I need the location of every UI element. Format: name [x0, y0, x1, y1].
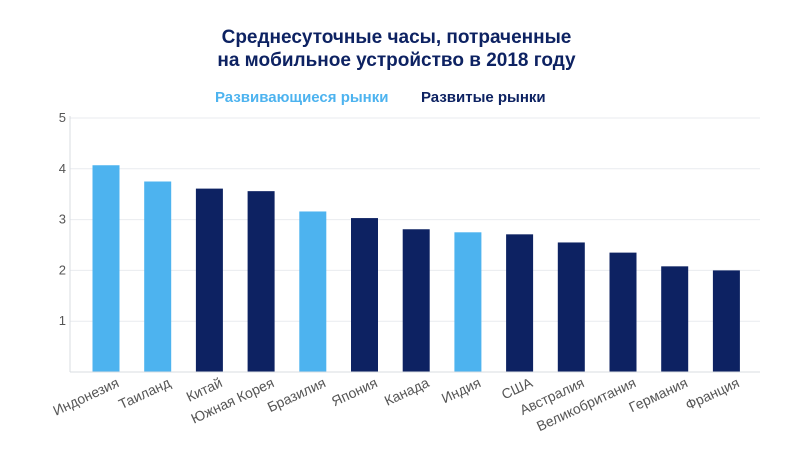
bar-2	[144, 181, 172, 372]
x-tick-label: Канада	[382, 374, 432, 409]
bar-13	[712, 270, 740, 372]
bar-1	[92, 165, 120, 372]
bar-4	[247, 191, 275, 372]
bar-5	[299, 211, 327, 372]
chart-title-line-2: на мобильное устройство в 2018 году	[217, 50, 576, 71]
y-tick-label: 4	[59, 161, 66, 176]
bar-7	[402, 229, 430, 372]
bar-6	[351, 218, 378, 372]
y-axis: 1 2 3 4 5	[59, 110, 71, 372]
chart-title: Среднесуточные часы, потраченные на моби…	[0, 26, 793, 72]
y-tick-label: 1	[59, 313, 66, 328]
bar-10	[557, 242, 585, 372]
legend-developing-markets: Развивающиеся рынки	[215, 89, 389, 106]
y-tick-label: 2	[59, 262, 66, 277]
bars	[92, 165, 740, 372]
x-tick-label: Индонезия	[50, 374, 121, 418]
gridlines	[70, 117, 760, 322]
y-tick-label: 3	[59, 212, 66, 227]
chart-title-line-1: Среднесуточные часы, потраченные	[221, 27, 572, 48]
bar-11	[609, 252, 637, 372]
bar-3	[195, 188, 223, 372]
bar-12	[661, 266, 689, 372]
x-tick-label: Таиланд	[116, 374, 173, 412]
legend-developed-markets: Развитые рынки	[421, 89, 546, 106]
x-tick-label: Индия	[439, 374, 483, 406]
x-tick-label: Япония	[329, 374, 380, 409]
x-tick-label: Франция	[683, 374, 742, 413]
bar-9	[506, 234, 534, 372]
x-tick-label: Германия	[626, 374, 690, 415]
x-tick-label: Бразилия	[265, 374, 328, 415]
y-tick-label: 5	[59, 110, 66, 125]
bar-8	[454, 232, 482, 372]
